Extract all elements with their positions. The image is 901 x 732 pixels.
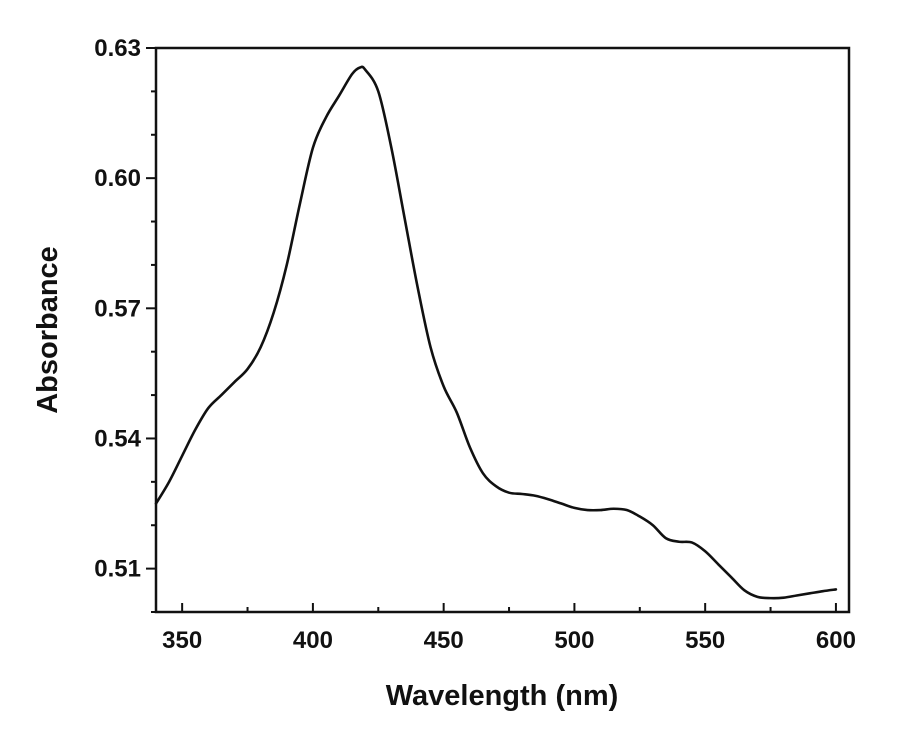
y-axis-title: Absorbance: [32, 246, 64, 414]
y-tick-label: 0.51: [94, 556, 141, 583]
x-tick-label: 550: [685, 627, 725, 654]
absorbance-series-line: [154, 65, 838, 600]
y-tick-label: 0.54: [94, 425, 141, 452]
y-tick-label: 0.57: [94, 295, 141, 322]
y-axis: 0.51 0.54 0.57 0.60 0.63: [94, 35, 156, 613]
x-tick-label: 500: [554, 627, 594, 654]
x-axis-title: Wavelength (nm): [386, 680, 619, 712]
y-tick-label: 0.60: [94, 165, 141, 192]
x-tick-label: 400: [293, 627, 333, 654]
x-axis: 350 400 450 500 550 600: [162, 603, 856, 654]
y-tick-label: 0.63: [94, 35, 141, 62]
x-tick-label: 600: [816, 627, 856, 654]
x-tick-label: 450: [424, 627, 464, 654]
x-tick-label: 350: [162, 627, 202, 654]
plot-frame: [154, 46, 851, 614]
